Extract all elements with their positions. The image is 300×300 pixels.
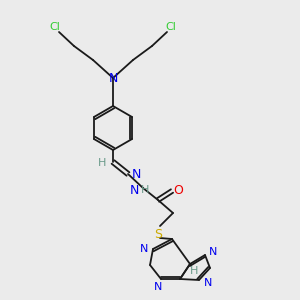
Text: N: N (154, 282, 162, 292)
Text: S: S (154, 229, 162, 242)
Text: H: H (190, 266, 198, 276)
Text: O: O (173, 184, 183, 196)
Text: N: N (108, 71, 118, 85)
Text: H: H (98, 158, 106, 168)
Text: N: N (131, 167, 141, 181)
Text: H: H (141, 185, 149, 195)
Text: Cl: Cl (50, 22, 60, 32)
Text: Cl: Cl (166, 22, 176, 32)
Text: N: N (204, 278, 212, 288)
Text: N: N (129, 184, 139, 196)
Text: N: N (140, 244, 148, 254)
Text: N: N (209, 247, 217, 257)
